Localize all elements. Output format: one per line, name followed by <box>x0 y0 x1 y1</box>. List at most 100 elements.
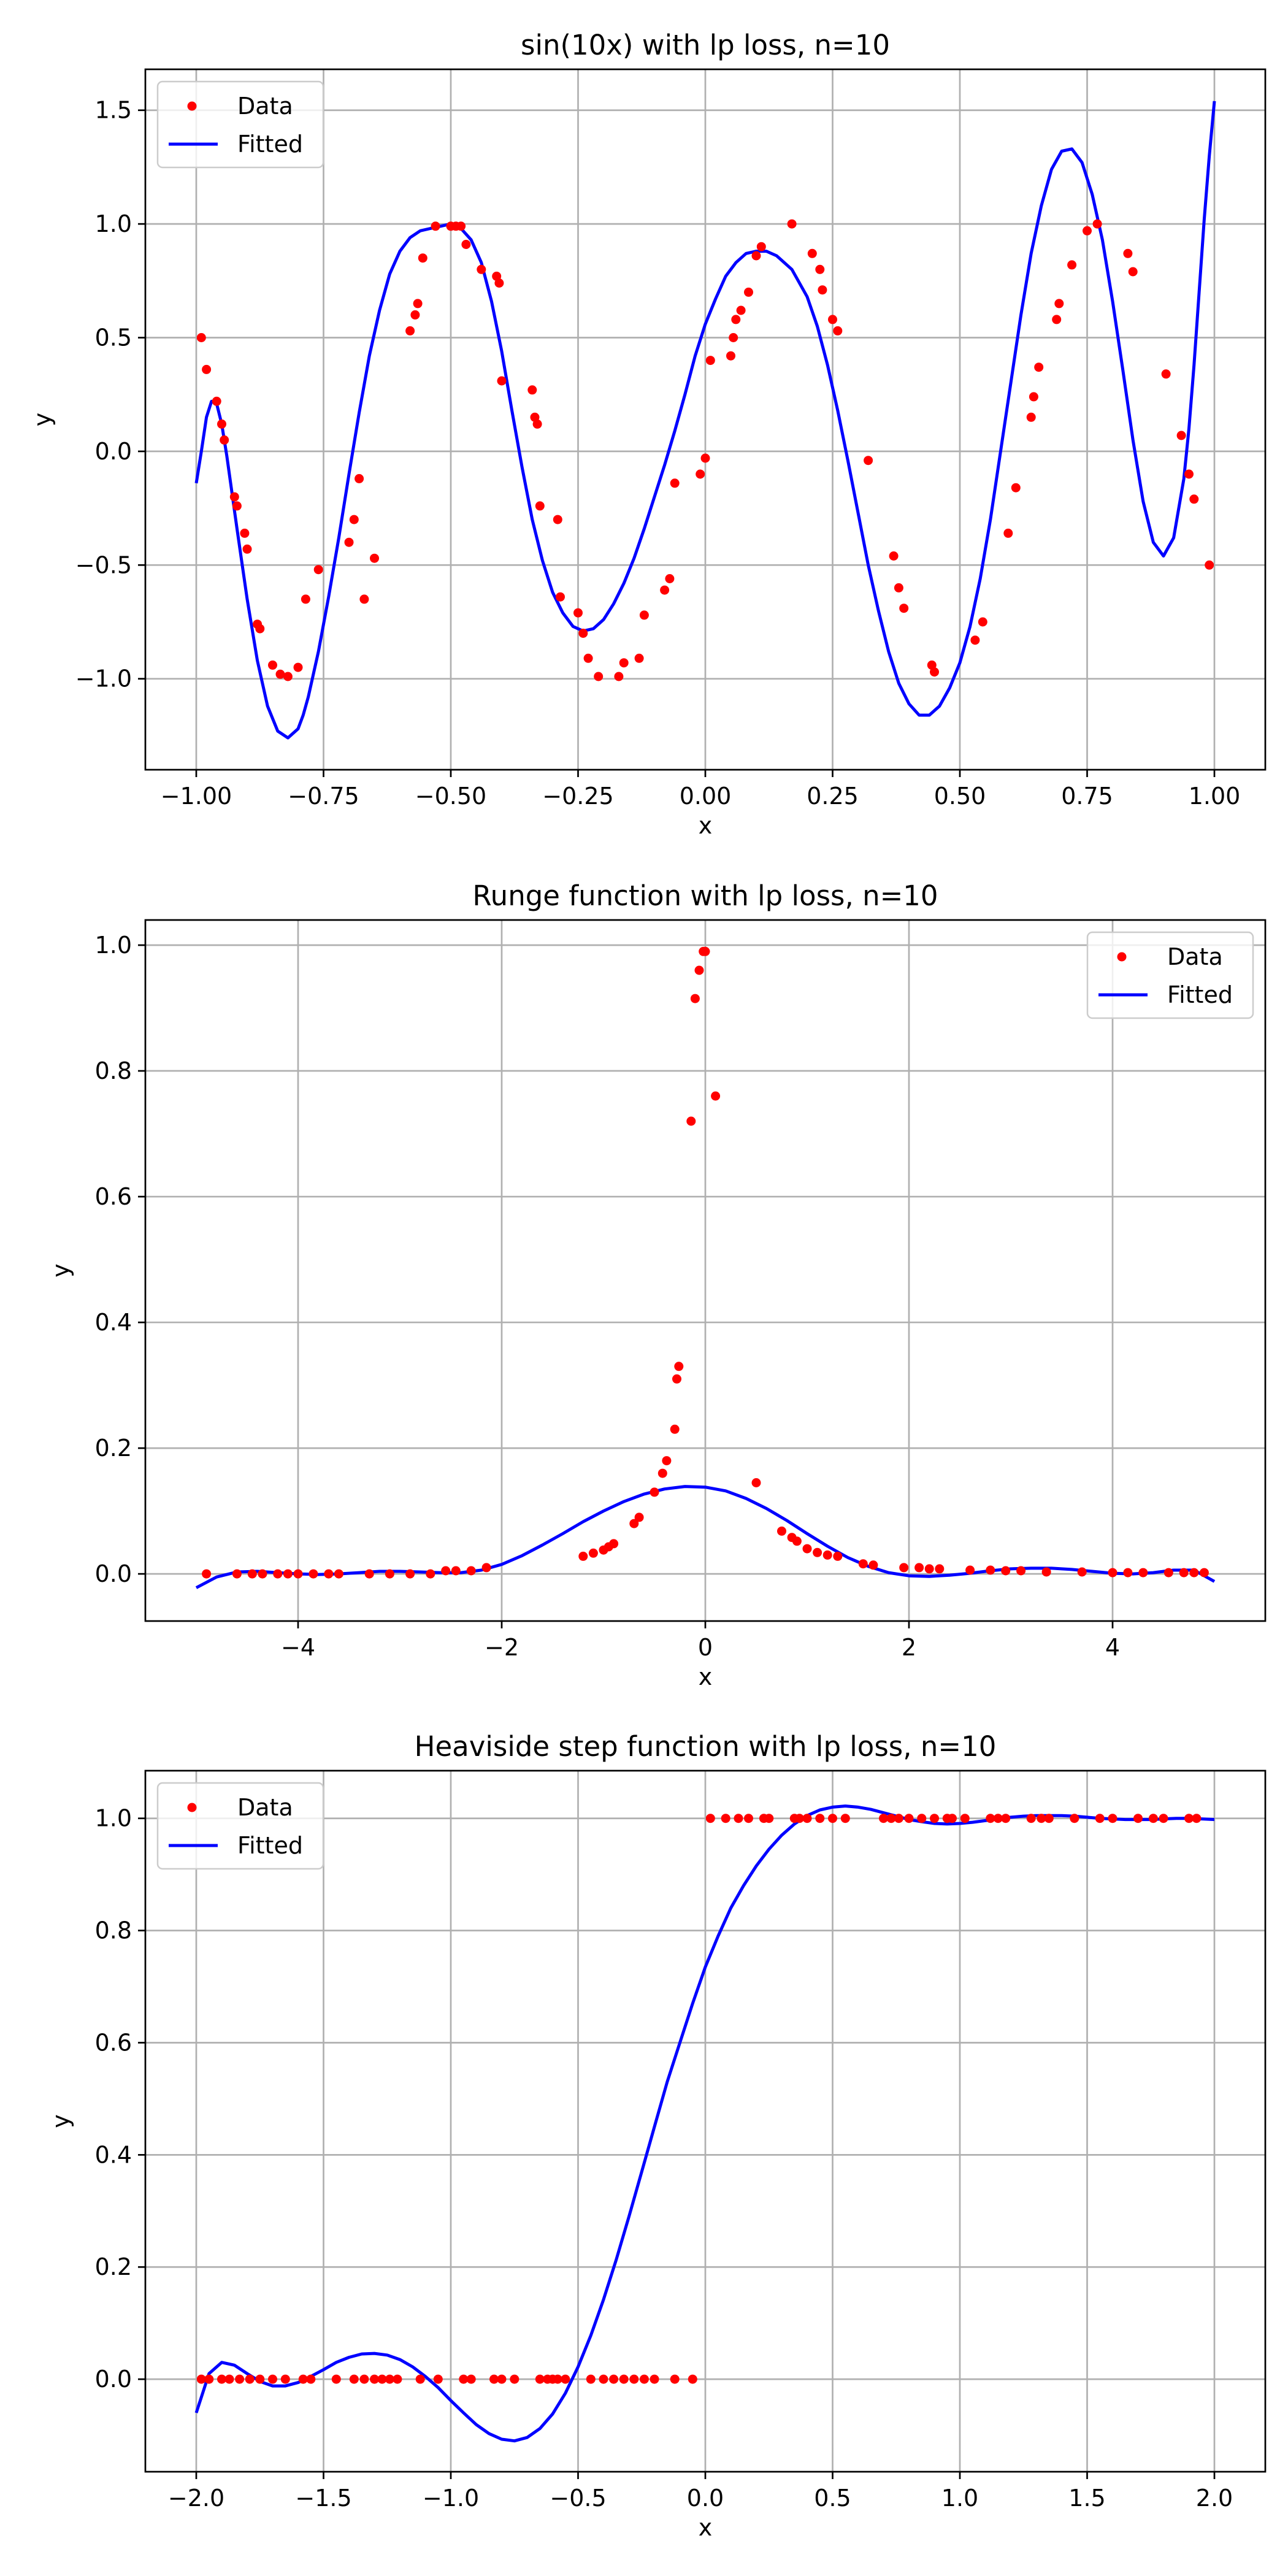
chart-0-legend-box <box>156 80 324 169</box>
chart-0-x-tick-label: −0.25 <box>542 783 613 810</box>
chart-2-data-point <box>1070 1814 1079 1823</box>
chart-0-data-point <box>370 553 379 563</box>
chart-1-legend-box <box>1086 931 1254 1019</box>
chart-1-y-tick-label: 1.0 <box>95 932 132 959</box>
chart-2-data-point <box>268 2374 277 2384</box>
chart-0-data-point <box>477 264 486 274</box>
chart-1-data-point <box>1001 1566 1011 1576</box>
chart-2-data-point <box>331 2374 341 2384</box>
chart-2-data-point <box>886 1814 896 1823</box>
chart-0-x-tick-label: 0.75 <box>1061 783 1113 810</box>
chart-0-data-point <box>1128 267 1138 277</box>
chart-2-data-point <box>639 2374 649 2384</box>
chart-0-data-point <box>410 310 420 320</box>
chart-2-y-tick-label: 0.8 <box>95 1917 132 1944</box>
chart-0-title: sin(10x) with lp loss, n=10 <box>521 29 890 61</box>
chart-2-data-point <box>1159 1814 1168 1823</box>
chart-2-legend-data-label: Data <box>237 1794 293 1821</box>
chart-2-data-point <box>894 1814 903 1823</box>
chart-1-data-point <box>924 1564 934 1574</box>
chart-1-data-point <box>694 965 704 975</box>
chart-2-data-point <box>1026 1814 1036 1823</box>
chart-0-data-point <box>818 285 827 295</box>
chart-1-data-point <box>813 1547 822 1557</box>
chart-2-data-point <box>802 1814 812 1823</box>
chart-1-data-point <box>1108 1568 1117 1577</box>
chart-0-data-point <box>301 594 310 604</box>
chart-0-data-point <box>1034 362 1044 372</box>
chart-0-x-tick-label: −1.00 <box>161 783 232 810</box>
chart-1-legend-data-label: Data <box>1167 943 1223 970</box>
chart-1-data-point <box>802 1544 812 1554</box>
chart-2-data-point <box>377 2374 387 2384</box>
chart-0-x-axis-label: x <box>699 812 713 839</box>
chart-0-x-tick-label: 1.00 <box>1189 783 1241 810</box>
chart-0-data-point <box>815 264 825 274</box>
chart-0-data-point <box>418 253 427 263</box>
chart-2-data-point <box>764 1814 774 1823</box>
chart-0-legend-fitted-label: Fitted <box>237 131 303 158</box>
chart-0-data-point <box>705 356 715 366</box>
chart-0-data-point <box>744 287 753 297</box>
chart-0-x-tick-label: −0.50 <box>415 783 486 810</box>
chart-0-y-tick-label: 1.5 <box>95 97 132 124</box>
chart-0-data-point <box>313 565 323 575</box>
chart-0-data-point <box>1184 469 1194 479</box>
chart-0-data-point <box>1026 412 1036 422</box>
chart-0-y-axis-label: y <box>29 413 56 427</box>
chart-0-data-point <box>556 592 565 602</box>
chart-2-data-point <box>609 2374 619 2384</box>
chart-2-data-point <box>586 2374 596 2384</box>
chart-0-data-point <box>456 221 466 231</box>
chart-0-legend-data-label: Data <box>237 93 293 120</box>
chart-2-data-point <box>224 2374 234 2384</box>
chart-2-x-tick-label: 2.0 <box>1196 2485 1233 2512</box>
chart-2-data-point <box>349 2374 359 2384</box>
chart-1-x-axis-label: x <box>699 1663 713 1690</box>
chart-0-data-point <box>1029 392 1038 402</box>
chart-0-data-point <box>532 419 542 429</box>
chart-1-data-point <box>986 1565 995 1575</box>
chart-0-data-point <box>660 585 670 595</box>
chart-2-y-tick-label: 0.6 <box>95 2029 132 2056</box>
chart-1-data-point <box>711 1091 721 1101</box>
chart-2-data-point <box>1184 1814 1194 1823</box>
chart-1-x-tick-label: −2 <box>485 1634 519 1661</box>
chart-0-data-point <box>614 672 624 681</box>
chart-0-x-tick-label: 0.50 <box>934 783 986 810</box>
chart-0-data-point <box>639 610 649 620</box>
chart-0-data-point <box>1161 369 1171 379</box>
chart-0-data-point <box>293 662 303 672</box>
chart-0-x-tick-label: 0.00 <box>680 783 732 810</box>
chart-1-data-point <box>466 1566 476 1576</box>
chart-0-data-point <box>970 635 980 645</box>
chart-1-data-point <box>1123 1568 1133 1577</box>
chart-1-data-point <box>1163 1568 1173 1577</box>
chart-1-data-point <box>405 1569 415 1579</box>
chart-2-data-point <box>466 2374 476 2384</box>
chart-1-data-point <box>629 1519 639 1528</box>
chart-1-data-point <box>1138 1568 1148 1577</box>
chart-1-data-point <box>868 1560 878 1570</box>
chart-0-data-point <box>756 242 766 251</box>
chart-0-data-point <box>1054 299 1064 309</box>
chart-1-data-point <box>858 1559 868 1569</box>
chart-2-data-point <box>535 2374 545 2384</box>
chart-2-data-point <box>688 2374 697 2384</box>
chart-0-data-point <box>461 240 471 249</box>
chart-0-data-point <box>431 221 440 231</box>
chart-1-data-point <box>232 1569 242 1579</box>
chart-1-data-point <box>334 1569 343 1579</box>
chart-1-data-point <box>792 1536 802 1546</box>
chart-0-data-point <box>275 669 285 679</box>
chart-2-data-point <box>433 2374 443 2384</box>
chart-0-legend-data-marker <box>187 101 197 111</box>
chart-2-data-point <box>255 2374 265 2384</box>
chart-1-y-tick-label: 0.0 <box>95 1560 132 1587</box>
chart-1-data-point <box>481 1563 491 1573</box>
chart-1-data-point <box>662 1456 672 1466</box>
chart-2-data-point <box>489 2374 499 2384</box>
chart-2-y-tick-label: 0.0 <box>95 2366 132 2393</box>
chart-0-data-point <box>1123 248 1133 258</box>
